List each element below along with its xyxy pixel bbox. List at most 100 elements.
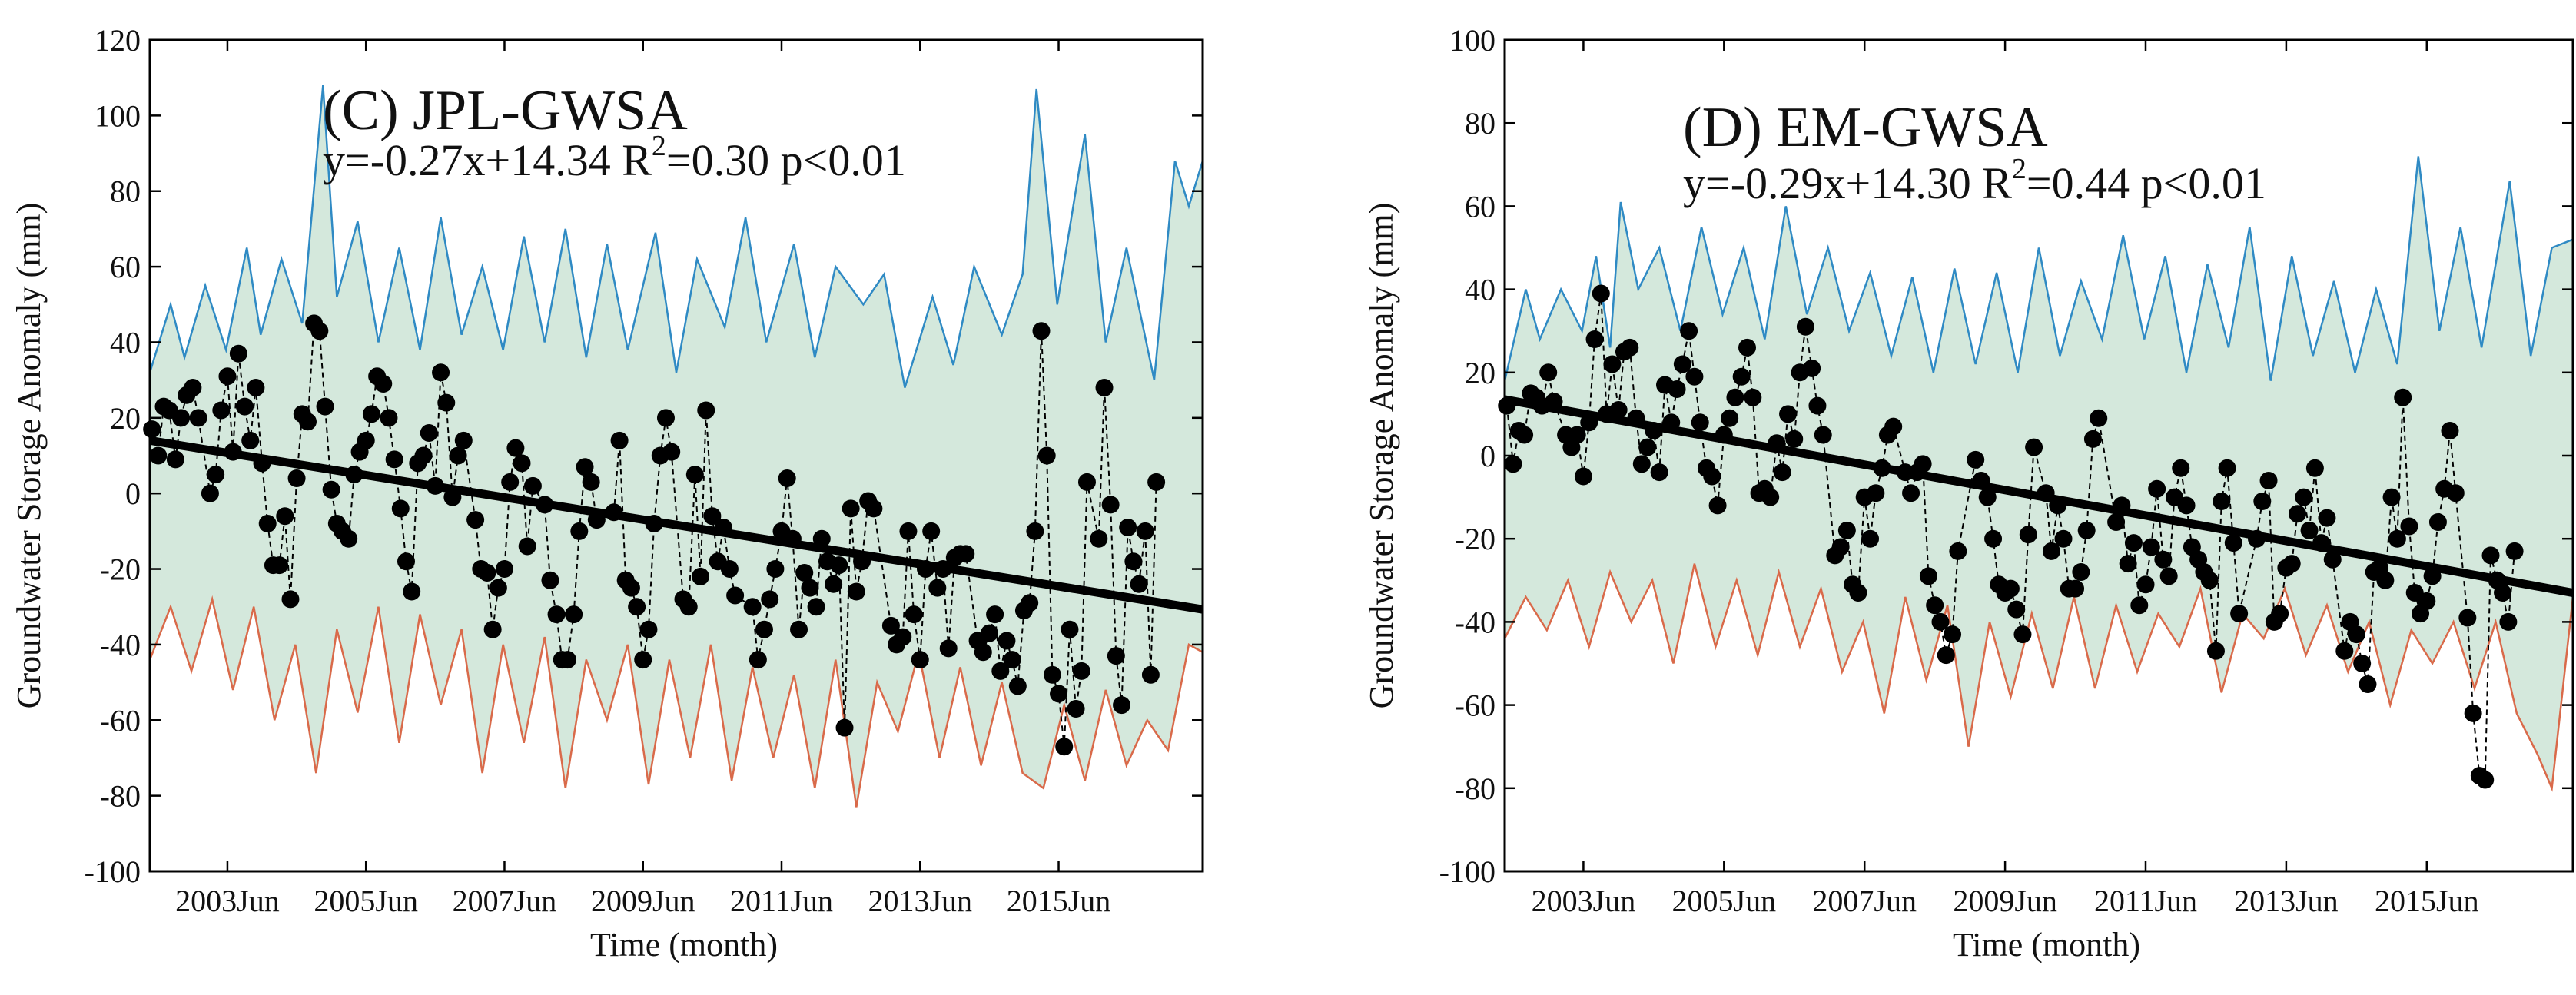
data-point <box>1147 473 1166 491</box>
data-point <box>2172 459 2190 477</box>
data-point <box>1685 367 1704 386</box>
data-point <box>1721 409 1739 427</box>
data-point <box>703 507 722 526</box>
data-point <box>1095 378 1114 396</box>
data-point <box>957 545 975 563</box>
data-point <box>513 454 531 473</box>
data-point <box>1738 338 1756 357</box>
data-point <box>299 413 317 431</box>
data-point <box>1077 473 1096 491</box>
data-point <box>812 529 831 548</box>
data-point <box>1861 529 1880 548</box>
equation-prefix: y=-0.27x+14.34 R <box>323 135 652 185</box>
data-point <box>2025 438 2043 456</box>
equation-prefix: y=-0.29x+14.30 R <box>1683 158 2012 208</box>
data-point <box>143 420 161 439</box>
data-point <box>489 579 507 597</box>
data-point <box>1037 446 1056 465</box>
regression-equation: y=-0.27x+14.34 R2=0.30 p<0.01 <box>323 130 906 185</box>
y-tick-label: -20 <box>1455 522 1495 556</box>
data-point <box>271 556 289 575</box>
data-point <box>218 367 237 386</box>
data-point <box>634 651 652 669</box>
data-point <box>1130 575 1148 593</box>
y-axis-title: Groundwater Storage Anomaly (mm) <box>10 203 48 709</box>
data-point <box>1732 367 1751 386</box>
data-point <box>2001 579 2020 598</box>
data-point <box>483 620 502 638</box>
data-point <box>2394 388 2412 406</box>
data-point <box>166 450 184 469</box>
y-tick-label: 120 <box>95 23 141 58</box>
data-point <box>2218 459 2236 477</box>
x-tick-label: 2005Jun <box>314 884 418 918</box>
data-point <box>1831 538 1850 556</box>
data-point <box>720 560 739 579</box>
panel-title: (C) JPL-GWSA <box>323 79 688 142</box>
data-point <box>207 466 225 484</box>
data-point <box>755 620 773 638</box>
data-point <box>247 378 265 396</box>
data-point <box>662 443 681 461</box>
data-point <box>495 560 513 579</box>
data-point <box>1141 665 1160 684</box>
data-point <box>2142 538 2160 556</box>
data-point <box>2213 493 2231 511</box>
data-point <box>1884 417 1903 436</box>
data-point <box>1124 552 1143 571</box>
x-tick-label: 2013Jun <box>2234 884 2339 918</box>
data-point <box>1803 359 1821 377</box>
data-point <box>2013 625 2032 644</box>
y-tick-label: 40 <box>110 325 141 360</box>
y-tick-label: 0 <box>125 476 141 511</box>
data-point <box>1055 738 1074 756</box>
data-point <box>2019 526 2037 544</box>
data-point <box>172 409 191 427</box>
y-axis-title: Groundwater Storage Anomaly (mm) <box>1363 203 1400 709</box>
x-tick-label: 2007Jun <box>1812 884 1917 918</box>
lower-bound-line <box>1505 563 2573 792</box>
data-point <box>1914 455 1932 473</box>
data-point <box>1837 521 1856 539</box>
data-point <box>1926 596 1944 615</box>
data-point <box>656 409 675 427</box>
upper-bound-line <box>150 85 1203 388</box>
data-point <box>1119 518 1137 536</box>
y-tick-label: 60 <box>110 250 141 284</box>
data-point <box>1061 620 1079 638</box>
data-point <box>1568 426 1586 444</box>
data-point <box>403 582 421 601</box>
data-point <box>1680 322 1698 340</box>
data-point <box>2458 609 2477 627</box>
y-tick-label: 20 <box>1465 356 1495 390</box>
regression-equation: y=-0.29x+14.30 R2=0.44 p<0.01 <box>1683 153 2266 208</box>
data-point <box>974 643 992 662</box>
data-point <box>2335 642 2354 660</box>
data-point <box>1585 330 1604 349</box>
data-point <box>622 579 640 597</box>
y-tick-label: -20 <box>100 552 141 587</box>
panel-c: -100 -80 -60 -40 -20 0 20 40 60 80 100 120 2003Jun 20… <box>10 23 1204 963</box>
data-point <box>518 537 536 556</box>
data-point <box>1978 488 1997 506</box>
data-point <box>2441 422 2459 440</box>
data-point <box>1785 430 1804 448</box>
data-point <box>1761 488 1780 506</box>
equation-suffix: =0.30 p<0.01 <box>666 135 906 185</box>
data-point <box>1101 496 1120 514</box>
data-point <box>1008 677 1027 695</box>
data-point <box>322 480 340 499</box>
r-squared-superscript: 2 <box>2012 153 2027 185</box>
data-point <box>2224 534 2242 552</box>
data-point <box>1779 405 1798 423</box>
data-point <box>501 473 520 491</box>
data-point <box>1744 388 1762 406</box>
data-point <box>1708 496 1727 515</box>
data-point <box>692 567 710 585</box>
data-point <box>2090 409 2108 427</box>
data-point <box>2295 488 2313 506</box>
data-point <box>340 529 358 548</box>
plot-frame <box>148 38 1204 873</box>
data-point <box>790 620 808 638</box>
